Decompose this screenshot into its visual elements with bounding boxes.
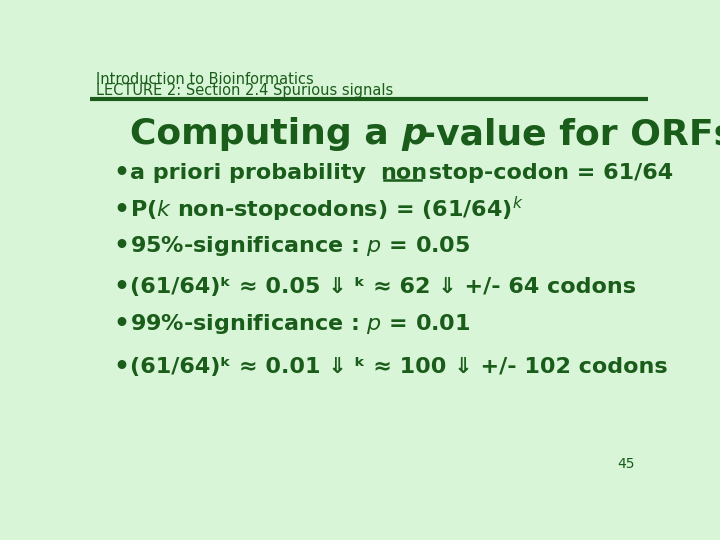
- Text: P($k$ non-stopcodons) = (61/64)$^k$: P($k$ non-stopcodons) = (61/64)$^k$: [130, 195, 524, 224]
- Text: (61/64)ᵏ ≈ 0.01 ⇓ ᵏ ≈ 100 ⇓ +/- 102 codons: (61/64)ᵏ ≈ 0.01 ⇓ ᵏ ≈ 100 ⇓ +/- 102 codo…: [130, 356, 668, 376]
- Text: non: non: [380, 163, 427, 183]
- Text: 95%-significance : $p$ = 0.05: 95%-significance : $p$ = 0.05: [130, 234, 471, 258]
- Text: •: •: [113, 312, 130, 335]
- Text: •: •: [113, 355, 130, 379]
- Text: •: •: [113, 160, 130, 185]
- Text: LECTURE 2: Section 2.4 Spurious signals: LECTURE 2: Section 2.4 Spurious signals: [96, 83, 393, 98]
- Text: •: •: [113, 274, 130, 299]
- Text: p: p: [401, 117, 427, 151]
- Text: -value for ORFs: -value for ORFs: [421, 117, 720, 151]
- Text: stop-codon = 61/64: stop-codon = 61/64: [421, 163, 673, 183]
- Text: •: •: [113, 198, 130, 221]
- Text: Computing a: Computing a: [130, 117, 402, 151]
- Text: •: •: [113, 234, 130, 258]
- Text: 99%-significance : $p$ = 0.01: 99%-significance : $p$ = 0.01: [130, 312, 471, 335]
- Text: (61/64)ᵏ ≈ 0.05 ⇓ ᵏ ≈ 62 ⇓ +/- 64 codons: (61/64)ᵏ ≈ 0.05 ⇓ ᵏ ≈ 62 ⇓ +/- 64 codons: [130, 276, 636, 296]
- Text: 45: 45: [617, 457, 635, 471]
- Text: Introduction to Bioinformatics: Introduction to Bioinformatics: [96, 72, 314, 87]
- Text: a priori probability: a priori probability: [130, 163, 374, 183]
